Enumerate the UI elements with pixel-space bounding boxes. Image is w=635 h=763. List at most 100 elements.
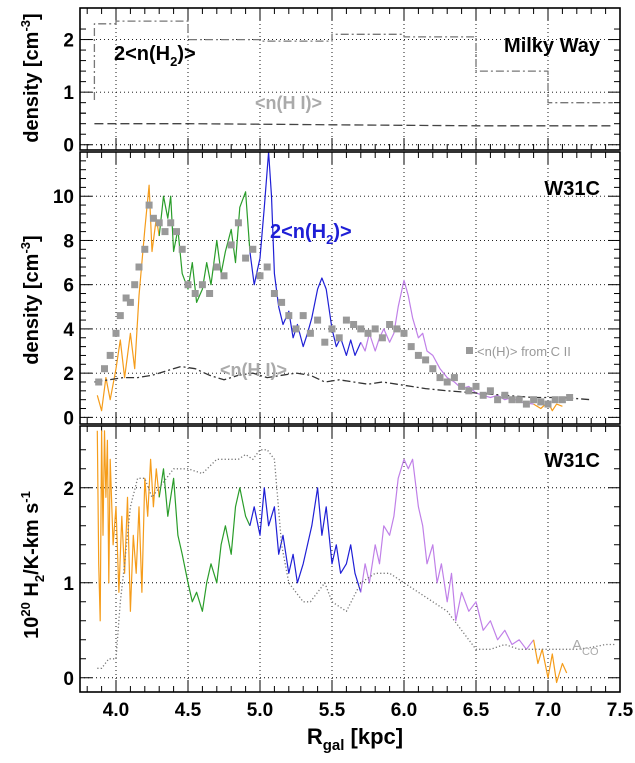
series-group — [93, 20, 613, 127]
data-point-cii — [206, 290, 214, 297]
series-line-hi — [94, 365, 592, 401]
series-line-hi — [94, 123, 613, 127]
data-point-cii — [558, 396, 566, 404]
data-point-cii — [522, 400, 530, 408]
data-point-cii — [292, 325, 300, 333]
data-point-cii — [429, 365, 437, 373]
data-point-cii — [458, 382, 466, 390]
cii-legend-label: <n(H)> from C II — [477, 344, 571, 359]
x-tick-label: 5.0 — [247, 700, 273, 721]
series-line-h2 — [93, 20, 613, 104]
data-point-cii — [501, 391, 509, 399]
h2-annotation-sub: 2 — [326, 232, 333, 247]
x-tick-label: 6.0 — [391, 700, 417, 721]
data-point-cii — [227, 241, 235, 249]
data-point-cii — [145, 201, 153, 209]
data-point-cii — [95, 378, 103, 386]
data-point-cii — [263, 263, 271, 271]
y-axis-label-sub: 2 — [32, 575, 47, 582]
series-line-x — [249, 487, 362, 593]
data-point-cii — [270, 290, 278, 297]
y-tick-label: 1 — [63, 574, 74, 595]
h2-annotation-suffix: )> — [177, 43, 195, 65]
series-line-h2 — [360, 279, 534, 405]
series-line-h2 — [96, 184, 160, 412]
x-tick-label: 5.5 — [319, 700, 346, 721]
plot-area: 0 1 2 — [63, 7, 621, 157]
y-axis-label-main: density [cm — [21, 254, 43, 365]
series-line-x — [533, 639, 568, 684]
data-point-cii — [530, 396, 538, 404]
data-point-cii — [436, 374, 444, 382]
x-axis-label-main: R — [307, 724, 323, 749]
data-point-cii — [220, 272, 228, 280]
y-tick-label: 2 — [63, 31, 74, 52]
data-point-cii — [357, 325, 365, 333]
y-axis-label-end: ] — [21, 13, 43, 20]
plot-frame — [79, 425, 621, 693]
data-point-cii — [393, 325, 401, 333]
data-point-cii — [242, 254, 250, 262]
x-tick-label: 7.0 — [535, 700, 561, 721]
data-point-cii — [149, 214, 157, 222]
plot-frame — [79, 151, 621, 425]
data-point-cii — [106, 351, 114, 359]
data-point-cii — [508, 396, 516, 404]
y-axis-label: 1020 H2/K-km s-1 — [18, 491, 47, 639]
data-point-cii — [378, 334, 386, 342]
series-line-x — [360, 458, 535, 650]
data-point-cii — [335, 334, 343, 342]
series-line-x — [158, 468, 251, 612]
data-point-cii — [314, 316, 322, 324]
data-point-cii — [278, 298, 286, 306]
y-tick-label: 10 — [53, 187, 74, 208]
y-axis-label-sup: -3 — [18, 20, 33, 32]
x-tick-label: 6.5 — [463, 700, 490, 721]
data-point-cii — [116, 312, 124, 320]
data-point-cii — [400, 329, 408, 337]
series-group — [96, 430, 616, 684]
panel-title: Milky Way — [504, 35, 601, 57]
data-point-cii — [167, 219, 175, 227]
data-point-cii — [112, 329, 120, 337]
data-point-cii — [285, 312, 293, 320]
h2-annotation-prefix: 2<n(H — [114, 43, 170, 65]
y-axis-label-mid: H — [21, 582, 43, 602]
data-point-cii — [178, 245, 186, 253]
panel-title: W31C — [544, 178, 600, 200]
series-line-h2 — [249, 152, 362, 356]
y-axis-label-end: /K-km s — [21, 503, 43, 575]
x-tick-label: 4.0 — [103, 700, 129, 721]
aco-annotation-main: A — [572, 637, 582, 654]
y-tick-label: 2 — [63, 364, 74, 385]
series-line-aco — [97, 449, 616, 669]
data-point-cii — [551, 396, 559, 404]
data-point-cii — [364, 329, 372, 337]
y-tick-label: 8 — [63, 231, 74, 252]
data-point-cii — [249, 245, 257, 253]
data-point-cii — [479, 391, 487, 399]
data-point-cii — [342, 316, 350, 324]
data-point-cii — [122, 294, 130, 302]
data-point-cii — [101, 365, 108, 373]
y-axis-label: density [cm-3] — [18, 235, 43, 364]
data-point-cii — [472, 382, 480, 390]
h2-annotation-prefix: 2<n(H — [270, 221, 326, 243]
data-point-cii — [184, 281, 192, 289]
y-tick-label: 0 — [63, 408, 74, 429]
data-point-cii — [544, 400, 552, 408]
data-point-cii — [299, 312, 307, 320]
data-point-cii — [486, 387, 494, 395]
y-axis-label-sup1: 20 — [18, 602, 33, 616]
data-point-cii — [131, 281, 139, 289]
y-axis-label-sup: -3 — [18, 242, 33, 254]
data-point-cii — [191, 290, 199, 297]
y-tick-label: 0 — [63, 669, 74, 690]
data-point-cii — [173, 228, 180, 236]
cii-legend-marker — [466, 347, 473, 354]
x-tick-label: 4.5 — [175, 700, 202, 721]
h2-annotation-suffix: )> — [333, 221, 351, 243]
plot-area: 0 2 4 6 8 10 — [53, 151, 621, 429]
